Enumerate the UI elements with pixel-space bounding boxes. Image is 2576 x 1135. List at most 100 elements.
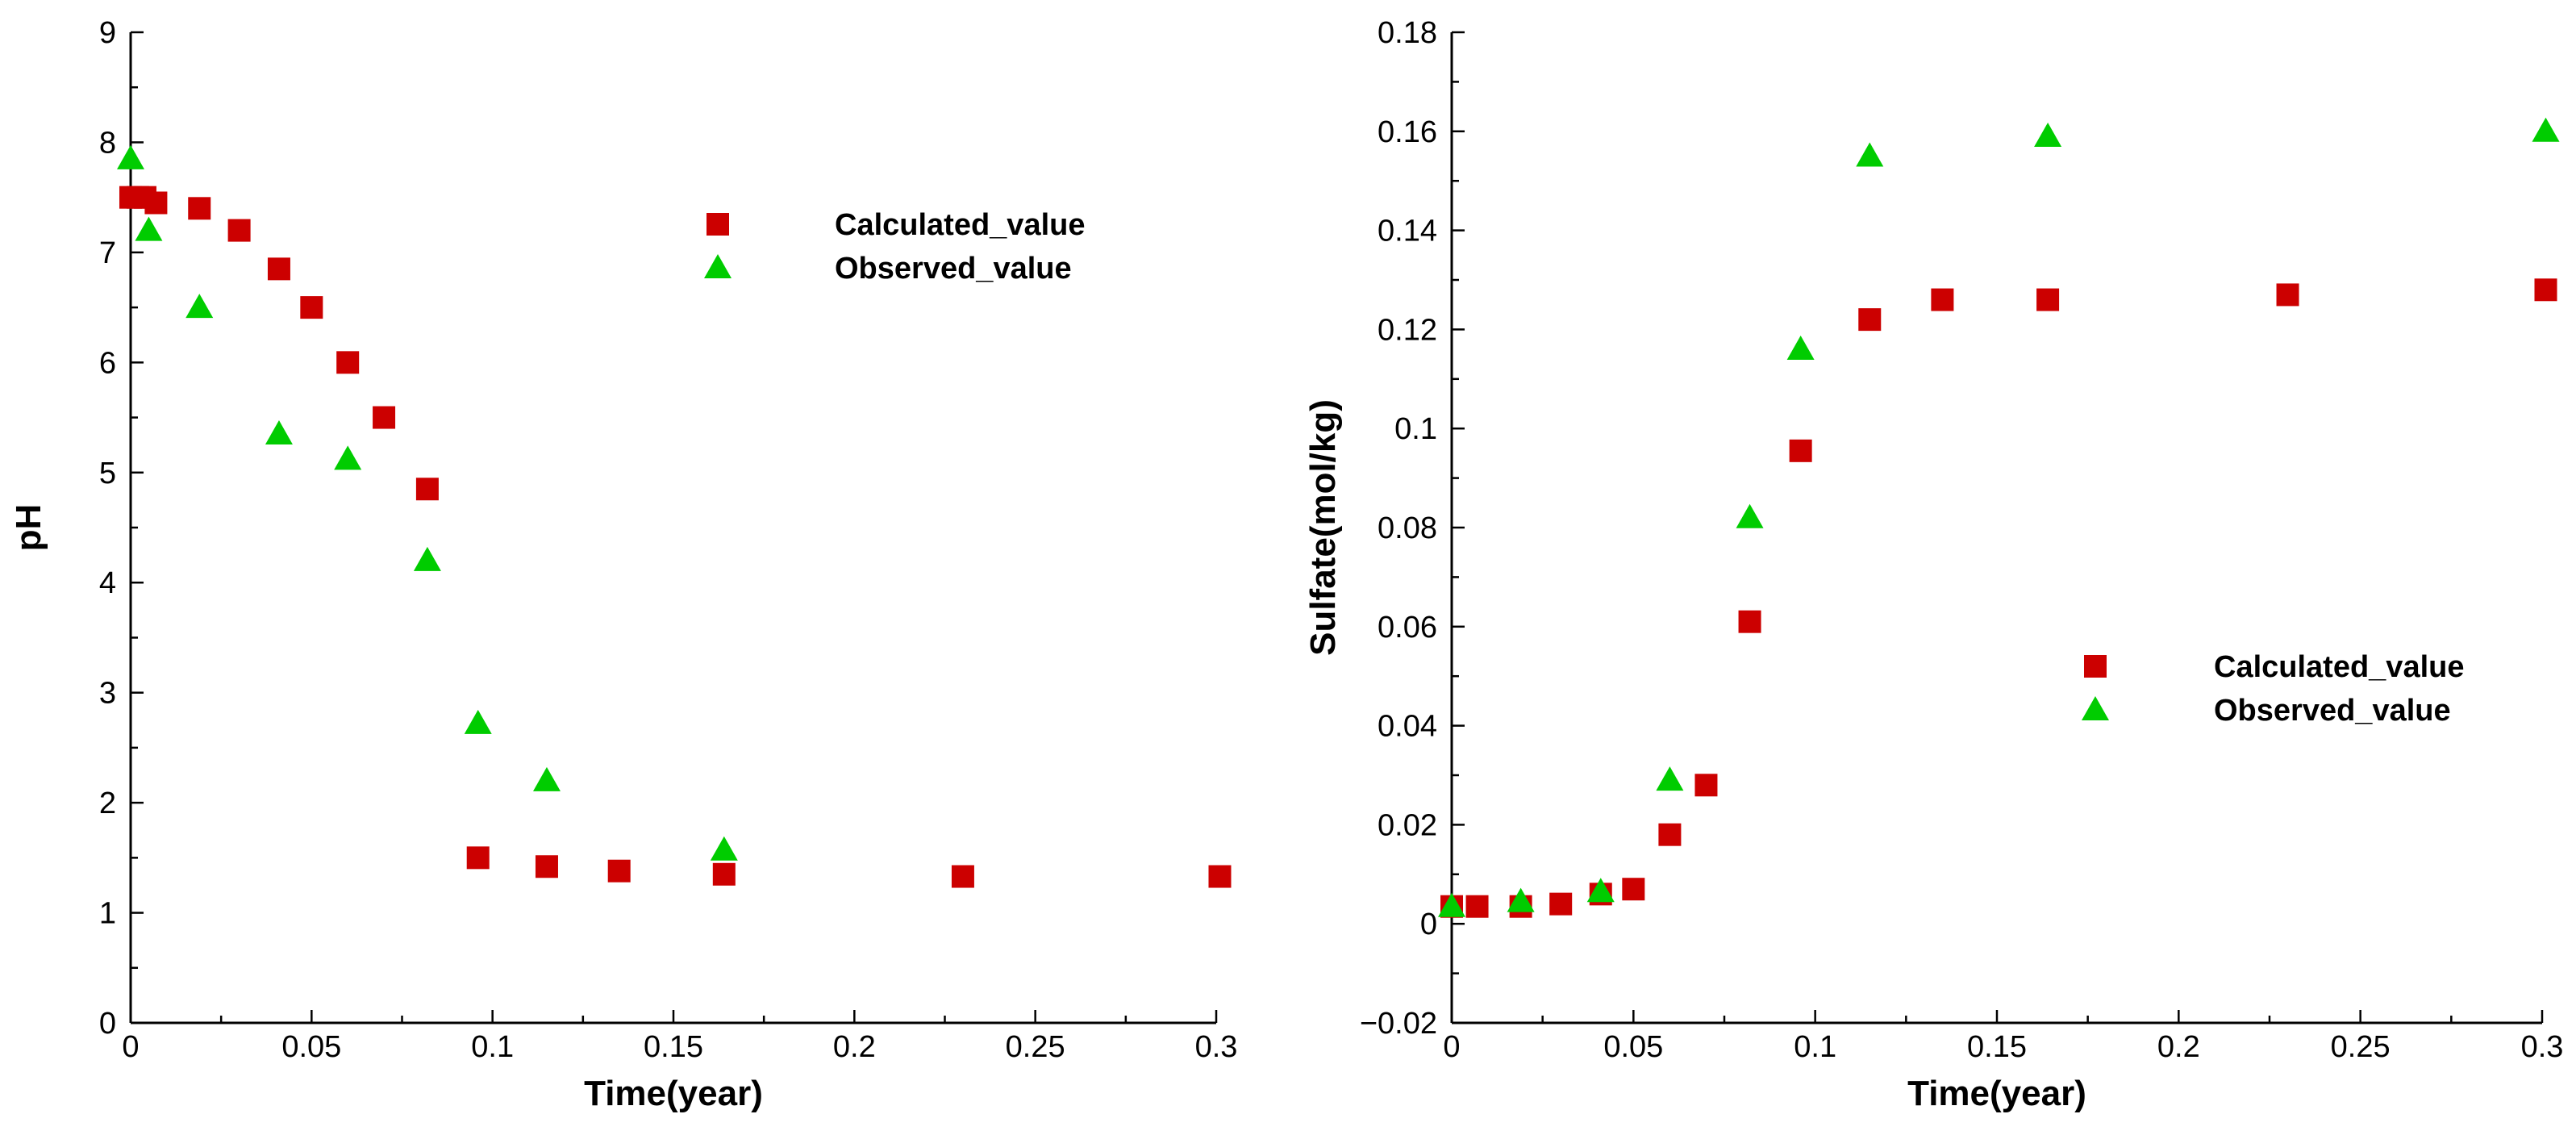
observed-point bbox=[532, 766, 561, 791]
calculated-point bbox=[2036, 288, 2060, 311]
y-tick-label: 2 bbox=[99, 787, 116, 820]
observed-point bbox=[1438, 892, 1465, 917]
y-tick-label: 0.06 bbox=[1378, 611, 1437, 645]
y-axis-label: pH bbox=[9, 504, 48, 552]
y-tick-label: 1 bbox=[99, 897, 116, 931]
legend-marker-1 bbox=[707, 213, 729, 236]
calculated-point bbox=[144, 191, 168, 215]
y-tick-label: 6 bbox=[99, 346, 116, 380]
calculated-point bbox=[300, 296, 323, 319]
legend-label-2: Observed_value bbox=[835, 252, 1072, 286]
y-tick-label: 0.04 bbox=[1378, 710, 1437, 744]
calculated-point bbox=[712, 862, 736, 886]
observed-point bbox=[1586, 878, 1615, 903]
chart-panel-2: 0 0.05 0.1 0.15 0.2 0.25 0.3−0.0200.020.040.06… bbox=[1303, 16, 2563, 1113]
y-tick-label: 0 bbox=[99, 1007, 116, 1041]
x-tick-label: 0.2 bbox=[2157, 1030, 2200, 1064]
y-tick-label: 4 bbox=[99, 566, 116, 600]
y-tick-label: 0 bbox=[1420, 908, 1437, 941]
observed-point bbox=[464, 709, 492, 734]
x-axis-label: Time(year) bbox=[1907, 1074, 2086, 1113]
observed-point bbox=[117, 144, 144, 169]
calculated-point bbox=[1931, 288, 1954, 311]
legend-marker-2 bbox=[704, 254, 732, 278]
calculated-point bbox=[336, 351, 360, 374]
calculated-point bbox=[373, 406, 396, 429]
calculated-point bbox=[1789, 439, 1812, 462]
y-tick-label: 0.18 bbox=[1378, 16, 1437, 50]
observed-point bbox=[185, 294, 214, 319]
calculated-point bbox=[227, 219, 251, 242]
calculated-point bbox=[188, 197, 211, 220]
calculated-point bbox=[535, 855, 558, 878]
x-tick-label: 0.15 bbox=[1967, 1030, 2027, 1064]
y-tick-label: 0.16 bbox=[1378, 115, 1437, 149]
x-axis-label: Time(year) bbox=[584, 1074, 763, 1113]
calculated-point bbox=[1549, 892, 1573, 916]
y-axis-label: Sulfate(mol/kg) bbox=[1303, 399, 1343, 656]
y-tick-label: 3 bbox=[99, 677, 116, 711]
series-observed-value bbox=[1438, 117, 2560, 917]
y-tick-label: 9 bbox=[99, 16, 116, 50]
y-tick-label: 0.1 bbox=[1394, 412, 1437, 446]
observed-point bbox=[1507, 887, 1535, 912]
observed-point bbox=[1786, 335, 1815, 360]
x-tick-label: 0 bbox=[122, 1030, 139, 1064]
calculated-point bbox=[1208, 865, 1232, 888]
calculated-point bbox=[1858, 308, 1882, 332]
calculated-point bbox=[1658, 823, 1682, 846]
x-tick-label: 0.1 bbox=[471, 1030, 514, 1064]
calculated-point bbox=[1622, 878, 1645, 901]
chart-panel-1: 0 0.05 0.1 0.15 0.2 0.25 0.3 0 1 2 3 4 5 6 7 8 9 Time(yea… bbox=[9, 16, 1237, 1113]
calculated-point bbox=[267, 257, 290, 281]
legend: Calculated_value Observed_value bbox=[704, 208, 1085, 286]
y-tick-label: 7 bbox=[99, 236, 116, 270]
legend-label-2: Observed_value bbox=[2214, 694, 2451, 728]
calculated-point bbox=[1465, 895, 1489, 918]
x-tick-label: 0.05 bbox=[1603, 1030, 1663, 1064]
calculated-point bbox=[2534, 278, 2557, 302]
x-tick-label: 0.1 bbox=[1794, 1030, 1836, 1064]
observed-point bbox=[2532, 117, 2560, 142]
observed-point bbox=[710, 836, 738, 861]
y-tick-label: 5 bbox=[99, 457, 116, 490]
observed-point bbox=[334, 445, 362, 470]
x-tick-label: 0.3 bbox=[1195, 1030, 1238, 1064]
observed-point bbox=[1656, 766, 1684, 791]
legend-marker-2 bbox=[2082, 696, 2109, 720]
x-tick-label: 0.05 bbox=[281, 1030, 341, 1064]
y-tick-label: 0.08 bbox=[1378, 511, 1437, 545]
observed-point bbox=[2034, 122, 2062, 147]
x-tick-label: 0 bbox=[1443, 1030, 1460, 1064]
observed-point bbox=[1736, 503, 1764, 528]
x-tick-label: 0.25 bbox=[2331, 1030, 2391, 1064]
legend-marker-1 bbox=[2084, 655, 2107, 678]
calculated-point bbox=[1694, 774, 1718, 797]
calculated-point bbox=[466, 846, 490, 870]
observed-point bbox=[1856, 142, 1884, 167]
x-tick-label: 0.3 bbox=[2521, 1030, 2564, 1064]
calculated-point bbox=[951, 865, 974, 888]
legend: Calculated_value Observed_value bbox=[2082, 650, 2464, 728]
x-tick-label: 0.2 bbox=[833, 1030, 876, 1064]
x-tick-label: 0.15 bbox=[644, 1030, 703, 1064]
observed-point bbox=[135, 216, 163, 241]
calculated-point bbox=[2276, 283, 2299, 307]
calculated-point bbox=[607, 859, 631, 883]
y-tick-label: 0.12 bbox=[1378, 313, 1437, 347]
series-observed-value bbox=[117, 144, 738, 861]
calculated-point bbox=[1738, 610, 1761, 633]
y-tick-label: −0.02 bbox=[1360, 1007, 1437, 1041]
calculated-point bbox=[415, 478, 439, 501]
observed-point bbox=[265, 420, 293, 445]
series-calculated-value bbox=[119, 186, 1232, 888]
x-tick-label: 0.25 bbox=[1006, 1030, 1065, 1064]
legend-label-1: Calculated_value bbox=[2214, 650, 2464, 684]
y-tick-label: 0.14 bbox=[1378, 215, 1437, 248]
observed-point bbox=[413, 546, 441, 571]
y-tick-label: 8 bbox=[99, 126, 116, 160]
series-calculated-value bbox=[1440, 278, 2557, 918]
legend-label-1: Calculated_value bbox=[835, 208, 1085, 242]
y-tick-label: 0.02 bbox=[1378, 808, 1437, 842]
